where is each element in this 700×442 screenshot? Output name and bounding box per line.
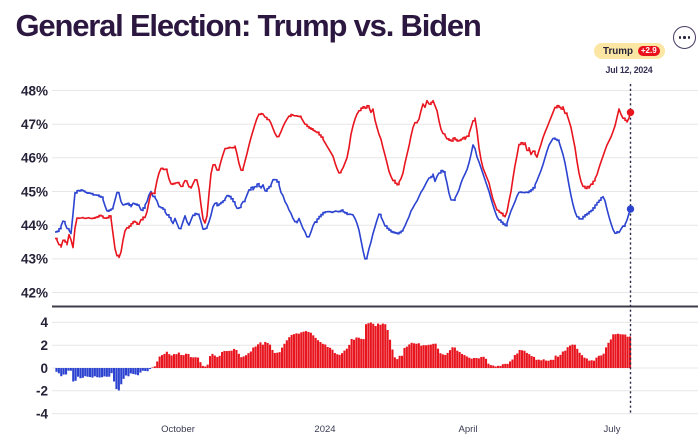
- svg-text:46%: 46%: [21, 151, 48, 166]
- svg-text:45%: 45%: [21, 184, 48, 199]
- svg-text:April: April: [458, 424, 477, 435]
- svg-text:-2: -2: [36, 384, 48, 399]
- svg-text:2: 2: [40, 338, 48, 353]
- svg-text:43%: 43%: [21, 252, 48, 267]
- svg-text:42%: 42%: [21, 285, 48, 300]
- svg-text:4: 4: [40, 315, 48, 330]
- svg-text:July: July: [604, 424, 621, 435]
- svg-text:44%: 44%: [21, 218, 48, 233]
- svg-text:October: October: [161, 424, 195, 435]
- svg-text:0: 0: [40, 361, 48, 376]
- svg-text:-4: -4: [36, 406, 48, 421]
- svg-text:47%: 47%: [21, 117, 48, 132]
- svg-text:48%: 48%: [21, 83, 48, 98]
- svg-text:2024: 2024: [314, 424, 335, 435]
